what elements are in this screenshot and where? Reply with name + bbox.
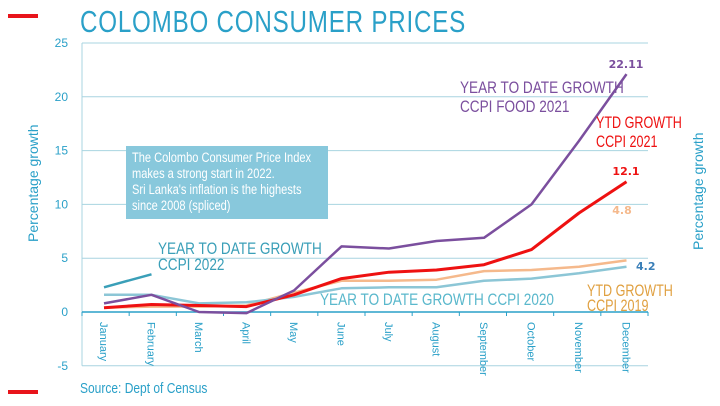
series-line-0: [103, 73, 628, 315]
x-tick-label: December: [620, 322, 632, 373]
x-tick-label: July: [382, 322, 394, 342]
note-line: since 2008 (spliced): [132, 198, 231, 213]
end-value-label: 4.8: [612, 204, 632, 217]
x-tick-label: September: [477, 322, 489, 376]
x-tick-label: June: [335, 322, 347, 346]
y-axis-label-left: Percentage growth: [25, 124, 41, 242]
y-tick-label: 5: [61, 251, 68, 265]
note-line: makes a strong start in 2022.: [132, 166, 275, 181]
x-tick-label: August: [430, 322, 442, 356]
y-axis-label-right: Percentage growth: [690, 132, 706, 250]
series-label: CCPI 2021: [596, 132, 657, 151]
y-tick-label: 0: [61, 305, 68, 319]
y-tick-label: -5: [57, 359, 68, 373]
series-label: YEAR TO DATE GROWTH CCPI 2020: [320, 291, 554, 310]
series-label: CCPI 2022: [158, 256, 224, 275]
page-title: COLOMBO CONSUMER PRICES: [80, 4, 467, 39]
red-accent-top: [8, 14, 38, 18]
series-label: CCPI FOOD 2021: [460, 98, 569, 117]
annotation-box: The Colombo Consumer Price Index makes a…: [126, 146, 328, 219]
source-note: Source: Dept of Census: [80, 380, 208, 397]
end-value-label: 4.2: [636, 260, 656, 273]
series-line-3: [104, 265, 627, 305]
series-label: YEAR TO DATE GROWTH: [158, 240, 322, 259]
y-tick-label: 20: [55, 90, 69, 104]
series-label: YEAR TO DATE GROWTH: [460, 79, 624, 98]
series-label: YTD GROWTH: [596, 113, 682, 132]
series-label: YTD GROWTH: [587, 281, 673, 300]
end-value-label: 22.11: [609, 58, 644, 71]
y-tick-label: 10: [55, 197, 69, 211]
x-tick-label: May: [287, 322, 299, 343]
x-tick-label: January: [97, 322, 109, 362]
x-tick-label: October: [525, 322, 537, 361]
note-line: Sri Lanka's inflation is the highests: [132, 182, 302, 197]
series-label: CCPI 2019: [587, 296, 648, 315]
end-value-label: 12.1: [612, 165, 639, 178]
x-tick-label: February: [145, 322, 157, 367]
series-line-4: [103, 273, 152, 289]
x-tick-label: November: [572, 322, 584, 373]
x-tick-label: April: [240, 322, 252, 344]
series-line-1: [103, 180, 628, 310]
red-accent-bottom: [8, 390, 38, 394]
y-tick-label: 25: [55, 36, 69, 50]
note-line: The Colombo Consumer Price Index: [132, 150, 312, 165]
y-tick-label: 15: [55, 144, 69, 158]
x-tick-label: March: [192, 322, 204, 353]
